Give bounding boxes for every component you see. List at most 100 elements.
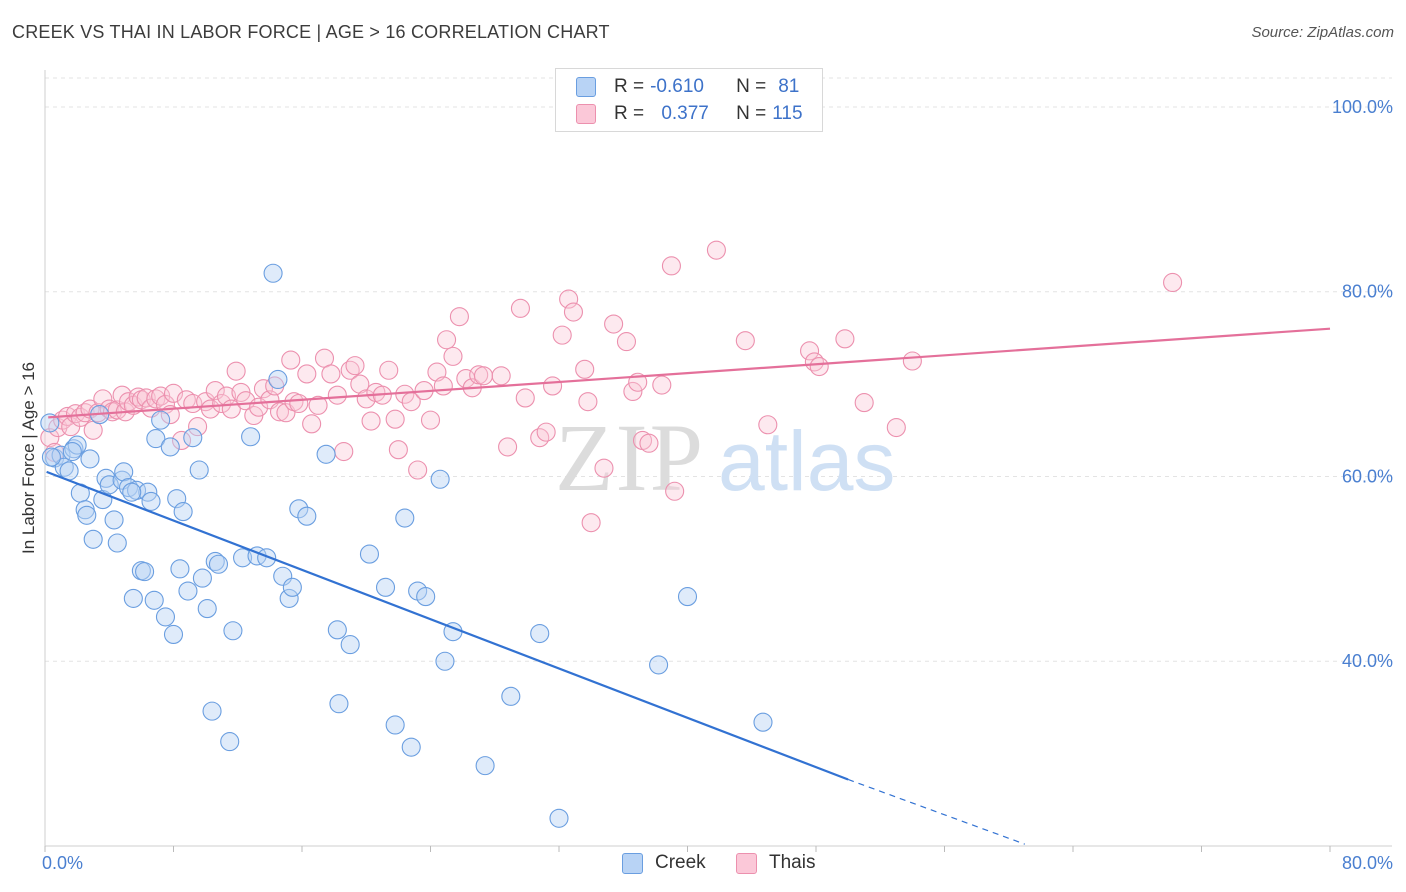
thais-point-82 xyxy=(473,366,494,386)
creek-point-80 xyxy=(122,482,142,502)
y-tick-label-40: 40.0% xyxy=(1342,651,1393,671)
creek-point-76 xyxy=(677,587,698,607)
creek-point-10 xyxy=(80,449,100,469)
thais-point-68 xyxy=(388,440,408,460)
creek-point-9 xyxy=(77,505,97,525)
series-label-creek: Creek xyxy=(655,852,706,873)
creek-point-52 xyxy=(273,566,293,586)
creek-point-19 xyxy=(114,462,134,482)
thais-point-49 xyxy=(281,350,301,370)
thais-point-78 xyxy=(449,307,469,327)
creek-point-16 xyxy=(104,510,124,530)
creek-point-37 xyxy=(183,428,203,448)
thais-point-52 xyxy=(297,364,317,384)
creek-point-62 xyxy=(375,577,396,597)
series-label-thais: Thais xyxy=(769,852,816,873)
thais-point-48 xyxy=(276,403,296,423)
thais-point-76 xyxy=(437,330,457,350)
creek-point-45 xyxy=(223,621,243,641)
creek-point-58 xyxy=(327,620,347,640)
thais-point-113 xyxy=(854,393,874,413)
creek-point-64 xyxy=(395,508,415,528)
creek-point-43 xyxy=(208,554,229,574)
thais-point-99 xyxy=(623,381,643,402)
series-legend-thais: Thais xyxy=(736,852,815,874)
y-tick-label-60: 60.0% xyxy=(1342,466,1393,486)
thais-point-29 xyxy=(171,430,192,450)
thais-trend-line xyxy=(48,327,1331,419)
series-legend: Creek Thais xyxy=(0,852,1406,878)
legend-swatch-creek xyxy=(576,77,596,97)
creek-point-53 xyxy=(279,588,299,608)
creek-point-15 xyxy=(99,475,119,495)
legend-row-thais: R = 0.377 N = 115 xyxy=(576,102,803,126)
creek-point-39 xyxy=(192,568,212,588)
creek-point-30 xyxy=(155,607,176,627)
thais-point-116 xyxy=(1163,272,1183,293)
thais-point-22 xyxy=(136,388,156,408)
creek-point-71 xyxy=(475,756,495,776)
legend-swatch-thais xyxy=(576,104,596,124)
creek-point-75 xyxy=(649,655,669,675)
chart-title: CREEK VS THAI IN LABOR FORCE | AGE > 16 … xyxy=(12,22,610,42)
creek-point-36 xyxy=(178,581,198,601)
creek-point-59 xyxy=(329,694,349,714)
watermark-atlas: atlas xyxy=(718,414,895,508)
creek-point-21 xyxy=(123,588,143,608)
thais-point-90 xyxy=(552,325,572,345)
creek-point-60 xyxy=(340,635,360,655)
thais-point-106 xyxy=(706,240,726,260)
legend-row-creek: R = -0.610 N = 81 xyxy=(576,75,799,99)
thais-point-74 xyxy=(427,362,447,382)
thais-point-98 xyxy=(616,332,637,352)
creek-point-35 xyxy=(173,502,193,522)
creek-point-63 xyxy=(385,715,405,735)
thais-point-107 xyxy=(735,331,755,351)
thais-point-0 xyxy=(40,428,60,448)
legend-r-value-thais: 0.377 xyxy=(661,103,709,124)
thais-point-91 xyxy=(559,289,579,309)
stats-legend: R = -0.610 N = 81 R = 0.377 N = 115 xyxy=(555,68,823,132)
thais-point-32 xyxy=(188,417,208,437)
y-tick-label-80: 80.0% xyxy=(1342,282,1393,302)
creek-point-47 xyxy=(241,427,261,447)
legend-n-label: N = xyxy=(736,76,767,97)
creek-point-69 xyxy=(435,651,455,671)
y-tick-label-100: 100.0% xyxy=(1332,97,1393,117)
thais-point-77 xyxy=(443,346,463,366)
thais-point-115 xyxy=(902,351,922,371)
creek-point-42 xyxy=(205,551,225,572)
creek-point-74 xyxy=(549,808,569,828)
thais-point-103 xyxy=(652,375,672,395)
creek-point-46 xyxy=(233,548,253,568)
thais-point-58 xyxy=(334,441,354,462)
creek-point-51 xyxy=(268,369,288,390)
y-axis-title: In Labor Force | Age > 16 xyxy=(19,362,38,554)
thais-point-112 xyxy=(835,329,855,349)
legend-n-value-creek: 81 xyxy=(778,76,800,97)
creek-point-72 xyxy=(501,686,521,706)
source-credit: Source: ZipAtlas.com xyxy=(1251,24,1394,41)
thais-point-63 xyxy=(361,411,381,431)
thais-point-96 xyxy=(594,458,614,478)
thais-point-73 xyxy=(420,410,441,430)
creek-point-31 xyxy=(160,437,180,457)
creek-point-0 xyxy=(40,413,60,433)
creek-point-57 xyxy=(316,444,336,464)
thais-point-114 xyxy=(886,417,906,438)
creek-point-50 xyxy=(263,263,283,283)
thais-point-67 xyxy=(385,409,405,429)
thais-point-102 xyxy=(639,433,659,453)
watermark-zip: ZIP xyxy=(555,404,705,511)
thais-point-109 xyxy=(800,341,820,361)
creek-point-40 xyxy=(197,599,217,619)
creek-point-17 xyxy=(107,533,127,553)
series-legend-creek: Creek xyxy=(622,852,706,874)
legend-r-label: R = xyxy=(614,103,645,124)
creek-point-56 xyxy=(297,506,317,526)
creek-point-26 xyxy=(141,491,161,511)
thais-point-34 xyxy=(200,399,220,419)
creek-point-49 xyxy=(257,548,277,568)
x-tick-label-1: 80.0% xyxy=(1342,853,1393,873)
